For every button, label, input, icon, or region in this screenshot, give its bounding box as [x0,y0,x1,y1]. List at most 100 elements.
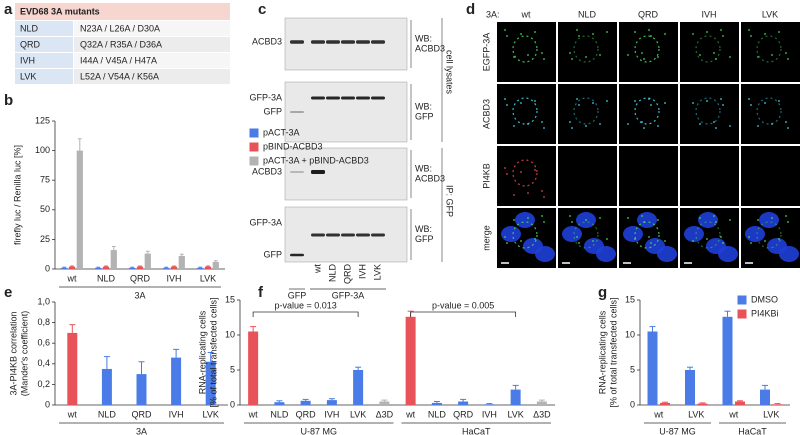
blot-band [311,96,325,100]
bar [353,370,364,405]
puncta [750,242,752,244]
puncta [541,215,543,217]
micrograph [680,146,739,206]
puncta [585,56,587,58]
puncta [648,98,650,100]
puncta [541,52,543,54]
table-value: L52A / V54A / K56A [80,71,159,81]
puncta [534,238,536,240]
puncta [513,194,515,196]
micrograph-header: 3A: [486,9,500,19]
panel-letter: d [466,1,475,18]
error-bar [96,266,101,268]
puncta [543,221,545,223]
puncta [706,100,708,102]
puncta [543,58,545,60]
nucleus [637,212,657,228]
blot-left-label: GFP [263,249,282,259]
lane-label: QRD [342,264,352,285]
puncta [785,52,787,54]
bar [647,331,658,405]
bar [95,267,102,269]
row-val-bg [74,69,230,84]
significance-bracket [252,311,359,317]
bar [144,253,151,269]
wb-label: ACBD3 [415,173,445,183]
bar [170,266,178,269]
y-tick-label: 0 [230,399,235,409]
y-tick-label: 0 [45,263,50,273]
puncta [764,240,766,242]
puncta [664,33,666,35]
puncta [722,35,724,37]
puncta [513,125,515,127]
error-bar [649,326,656,332]
cell-outline [695,97,721,125]
puncta [585,219,587,221]
puncta [571,58,573,60]
puncta [643,58,645,60]
puncta [785,215,787,217]
cell-outline [756,35,782,63]
puncta [504,236,506,238]
puncta [785,121,787,123]
annotation: p-value = 0.013 [274,300,336,310]
puncta [764,33,766,35]
cell-outline [573,97,599,125]
puncta [664,102,666,104]
puncta [569,52,571,54]
puncta [729,125,731,127]
legend-label: PI4KBi [751,308,779,318]
table-value: Q32A / R35A / D36A [80,39,162,49]
cell-outline [512,97,538,125]
wb-label: WB: [415,33,432,43]
blot-band [290,171,304,173]
bar [326,400,337,405]
puncta [527,123,529,125]
x-tick-label: LVK [763,409,779,419]
y-tick-label: 125 [35,115,50,125]
x-tick-label: IVH [482,409,497,419]
panel-letter: c [258,1,266,18]
panel-letter: f [258,284,264,301]
puncta [571,221,573,223]
error-bar [486,403,493,405]
puncta [657,125,659,127]
error-bar [206,265,210,267]
row-key-bg [15,37,73,52]
bar [76,150,83,269]
nucleus [684,226,704,242]
micrograph [680,22,739,82]
puncta [576,98,578,100]
table-key: QRD [20,39,41,49]
puncta [648,29,650,31]
x-tick-label: NLD [98,409,117,419]
error-bar [213,260,218,262]
blot-band [341,96,355,100]
puncta [657,56,659,58]
blot-group-label: cell lysates [445,50,455,95]
micrograph [619,22,678,82]
group-label: U-87 MG [300,426,337,435]
micrograph [619,146,678,206]
puncta [592,102,594,104]
bar [274,402,285,405]
micrograph [558,146,617,206]
micrograph [680,84,739,144]
annotation: p-value = 0.005 [432,300,494,310]
puncta [771,123,773,125]
bar [685,370,695,405]
cell-outline [695,221,721,249]
error-bar [774,403,781,405]
blot-band [356,96,370,100]
puncta [657,219,659,221]
legend-swatch [249,156,259,166]
error-bar [103,356,110,369]
puncta [713,52,715,54]
x-tick-label: wt [67,273,77,283]
blot-band [290,111,304,113]
lane-label: NLD [327,264,337,283]
blot-left-label: GFP-3A [249,217,282,227]
puncta [634,100,636,102]
y-tick-label: 0 [630,399,635,409]
